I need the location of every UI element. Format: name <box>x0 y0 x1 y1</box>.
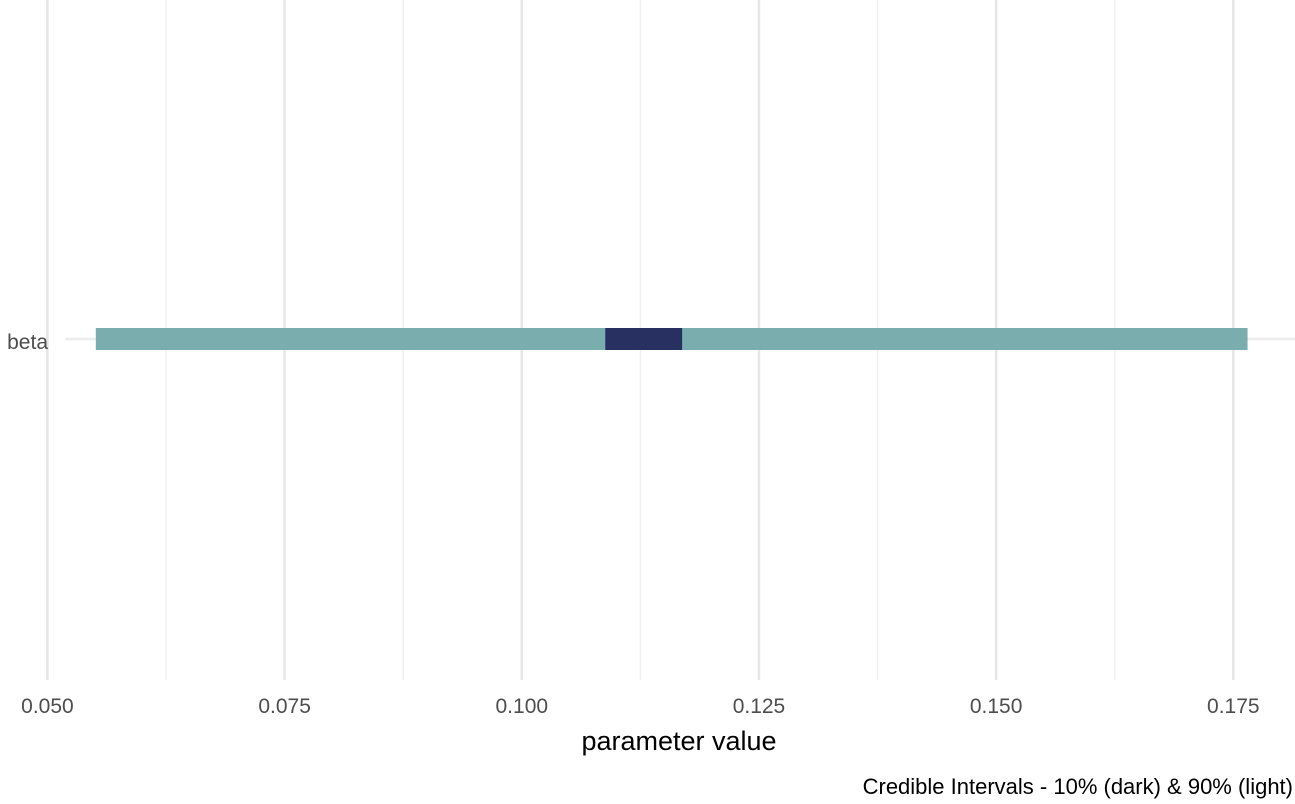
x-tick-label: 0.150 <box>970 695 1023 718</box>
x-tick-label: 0.050 <box>21 695 74 718</box>
x-axis-label: parameter value <box>581 726 776 756</box>
x-tick-label: 0.175 <box>1207 695 1260 718</box>
x-tick-label: 0.075 <box>258 695 311 718</box>
chart-caption: Credible Intervals - 10% (dark) & 90% (l… <box>863 774 1293 799</box>
x-tick-label: 0.100 <box>496 695 549 718</box>
parameter-label: beta <box>7 331 48 354</box>
interval-bars <box>95 328 1248 350</box>
x-axis-ticks: 0.050 0.075 0.100 0.125 0.150 0.175 <box>21 695 1259 718</box>
x-tick-label: 0.125 <box>733 695 786 718</box>
interval-bar-10 <box>605 328 683 350</box>
